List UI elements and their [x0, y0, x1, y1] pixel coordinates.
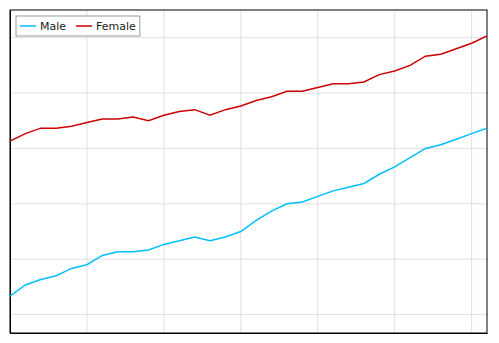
- legend-box: [16, 16, 140, 36]
- legend: Male Female: [16, 16, 140, 36]
- grid-line-y: [10, 148, 487, 149]
- legend-label: Male: [40, 20, 66, 33]
- legend-swatch: [76, 25, 92, 27]
- legend-label: Female: [96, 20, 136, 33]
- grid-line-x: [240, 10, 241, 333]
- legend-swatch: [20, 25, 36, 27]
- grid-line-x: [163, 10, 164, 333]
- grid-line-y: [10, 314, 487, 315]
- plot-frame: [10, 10, 487, 333]
- grid-line-y: [10, 259, 487, 260]
- grid-line-x: [471, 10, 472, 333]
- series-line: [10, 36, 487, 141]
- chart: Male Female: [0, 0, 499, 343]
- grid-line-x: [86, 10, 87, 333]
- grid: [10, 10, 487, 333]
- series-line: [10, 128, 487, 296]
- grid-line-x: [394, 10, 395, 333]
- grid-line-x: [317, 10, 318, 333]
- grid-line-y: [10, 203, 487, 204]
- lines: [10, 36, 487, 296]
- plot: Male Female: [10, 10, 488, 334]
- grid-line-y: [10, 93, 487, 94]
- grid-line-y: [10, 37, 487, 38]
